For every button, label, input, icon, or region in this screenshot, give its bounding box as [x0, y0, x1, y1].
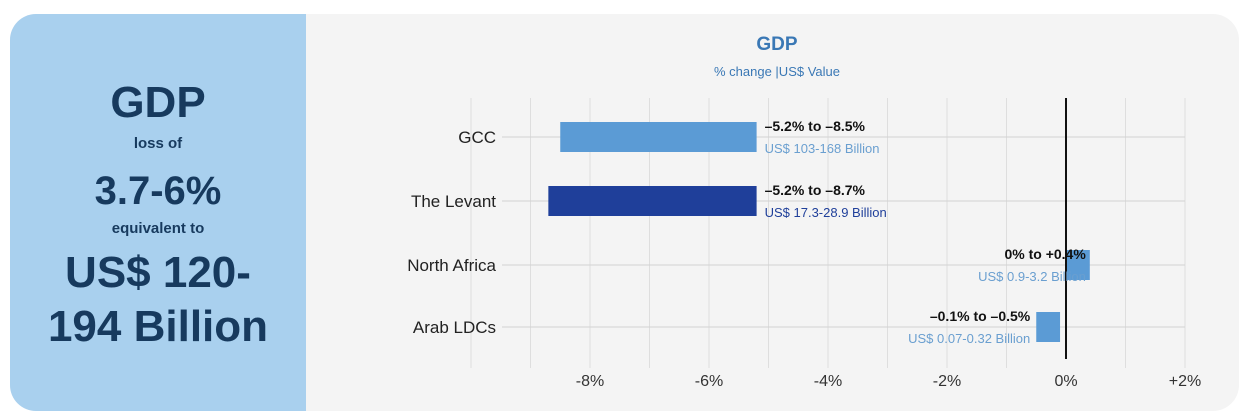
chart-title: GDP	[756, 34, 798, 55]
summary-heading: GDP	[110, 78, 206, 127]
gdp-bar-chart: GDP % change |US$ Value GCC The Levant Nor…	[407, 34, 1201, 390]
amount-line-2: 194 Billion	[47, 302, 269, 351]
x-tick-label: +2%	[1169, 373, 1201, 390]
equivalent-label: equivalent to	[111, 220, 205, 237]
x-tick-label: 0%	[1054, 373, 1077, 390]
category-label: GCC	[458, 128, 496, 147]
data-bar	[560, 122, 757, 152]
category-label: Arab LDCs	[413, 318, 496, 337]
chart-subtitle: % change |US$ Value	[714, 64, 840, 79]
x-tick-label: -6%	[695, 373, 723, 390]
amount-line-1: US$ 120-	[65, 248, 251, 297]
range-label: –5.2% to –8.7%	[765, 182, 866, 198]
summary-panel: GDP loss of 3.7-6% equivalent to US$ 120…	[10, 14, 306, 411]
category-label: North Africa	[407, 256, 496, 275]
data-bar	[1036, 312, 1061, 342]
range-label: –5.2% to –8.5%	[765, 118, 866, 134]
x-tick-label: -8%	[576, 373, 604, 390]
usd-label: US$ 0.9-3.2 Billion	[978, 269, 1086, 284]
usd-label: US$ 0.07-0.32 Billion	[908, 331, 1030, 346]
usd-label: US$ 17.3-28.9 Billion	[765, 205, 887, 220]
loss-label: loss of	[133, 135, 183, 152]
x-tick-label: -2%	[933, 373, 961, 390]
gdp-card: GDP loss of 3.7-6% equivalent to US$ 120…	[10, 14, 1239, 411]
range-label: –0.1% to –0.5%	[930, 308, 1031, 324]
category-label: The Levant	[411, 192, 496, 211]
chart-area: GDP % change |US$ Value GCC The Levant Nor…	[306, 14, 1239, 411]
x-tick-label: -4%	[814, 373, 842, 390]
loss-value: 3.7-6%	[94, 169, 222, 213]
data-bar	[1066, 250, 1090, 280]
usd-label: US$ 103-168 Billion	[765, 141, 880, 156]
data-bar	[548, 186, 757, 216]
range-label: 0% to +0.4%	[1004, 246, 1086, 262]
